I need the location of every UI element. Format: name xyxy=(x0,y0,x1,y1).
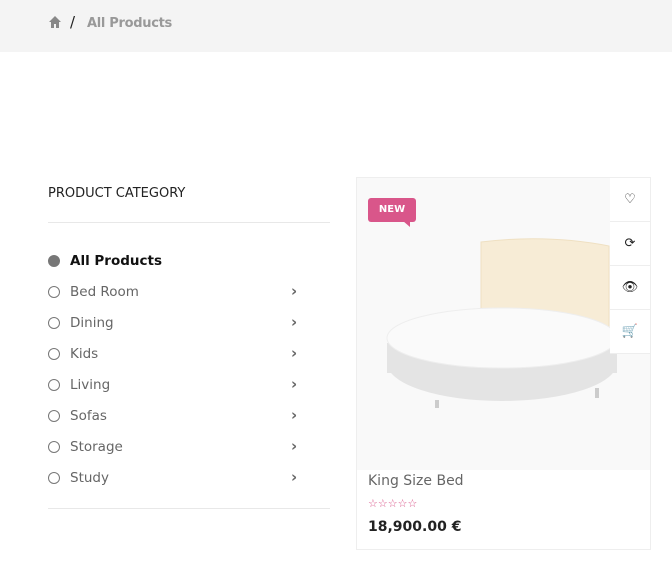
category-item[interactable]: Dining › xyxy=(48,313,308,333)
category-label: All Products xyxy=(70,253,162,269)
chevron-right-icon[interactable]: › xyxy=(291,375,298,393)
chevron-right-icon[interactable]: › xyxy=(291,313,298,331)
new-badge: NEW xyxy=(368,198,416,227)
category-label: Storage xyxy=(70,439,123,455)
product-image[interactable]: NEW ♡ ⟳ 👁 🛒 xyxy=(357,178,650,470)
product-card[interactable]: NEW ♡ ⟳ 👁 🛒 King Size Bed ☆☆☆☆☆ 18,900.00 € xyxy=(356,177,651,550)
product-price: 18,900.00 € xyxy=(368,519,462,535)
category-label: Living xyxy=(70,377,111,393)
category-item[interactable]: Kids › xyxy=(48,344,308,364)
category-item[interactable]: All Products xyxy=(48,251,308,271)
radio-icon[interactable] xyxy=(48,286,60,298)
heart-icon[interactable]: ♡ xyxy=(610,178,650,222)
cart-icon[interactable]: 🛒 xyxy=(610,310,650,354)
radio-icon[interactable] xyxy=(48,317,60,329)
divider xyxy=(48,222,330,223)
radio-icon[interactable] xyxy=(48,255,60,267)
product-actions: ♡ ⟳ 👁 🛒 xyxy=(610,178,650,354)
rating-stars: ☆☆☆☆☆ xyxy=(368,497,418,510)
eye-icon[interactable]: 👁 xyxy=(610,266,650,310)
category-title: PRODUCT CATEGORY xyxy=(48,186,186,201)
category-label: Sofas xyxy=(70,408,107,424)
category-item[interactable]: Living › xyxy=(48,375,308,395)
category-label: Bed Room xyxy=(70,284,139,300)
category-item[interactable]: Storage › xyxy=(48,437,308,457)
breadcrumb: / All Products xyxy=(0,0,672,52)
radio-icon[interactable] xyxy=(48,379,60,391)
radio-icon[interactable] xyxy=(48,441,60,453)
radio-icon[interactable] xyxy=(48,348,60,360)
product-name[interactable]: King Size Bed xyxy=(368,473,464,489)
chevron-right-icon[interactable]: › xyxy=(291,406,298,424)
radio-icon[interactable] xyxy=(48,472,60,484)
chevron-right-icon[interactable]: › xyxy=(291,468,298,486)
radio-icon[interactable] xyxy=(48,410,60,422)
category-label: Kids xyxy=(70,346,99,362)
category-item[interactable]: Study › xyxy=(48,468,308,488)
refresh-icon[interactable]: ⟳ xyxy=(610,222,650,266)
chevron-right-icon[interactable]: › xyxy=(291,282,298,300)
category-item[interactable]: Bed Room › xyxy=(48,282,308,302)
category-label: Dining xyxy=(70,315,114,331)
category-item[interactable]: Sofas › xyxy=(48,406,308,426)
chevron-right-icon[interactable]: › xyxy=(291,344,298,362)
breadcrumb-current: All Products xyxy=(87,16,172,31)
category-label: Study xyxy=(70,470,109,486)
home-icon[interactable] xyxy=(48,15,62,29)
chevron-right-icon[interactable]: › xyxy=(291,437,298,455)
breadcrumb-separator: / xyxy=(70,13,76,31)
bed-image xyxy=(386,238,618,408)
divider xyxy=(48,508,330,509)
